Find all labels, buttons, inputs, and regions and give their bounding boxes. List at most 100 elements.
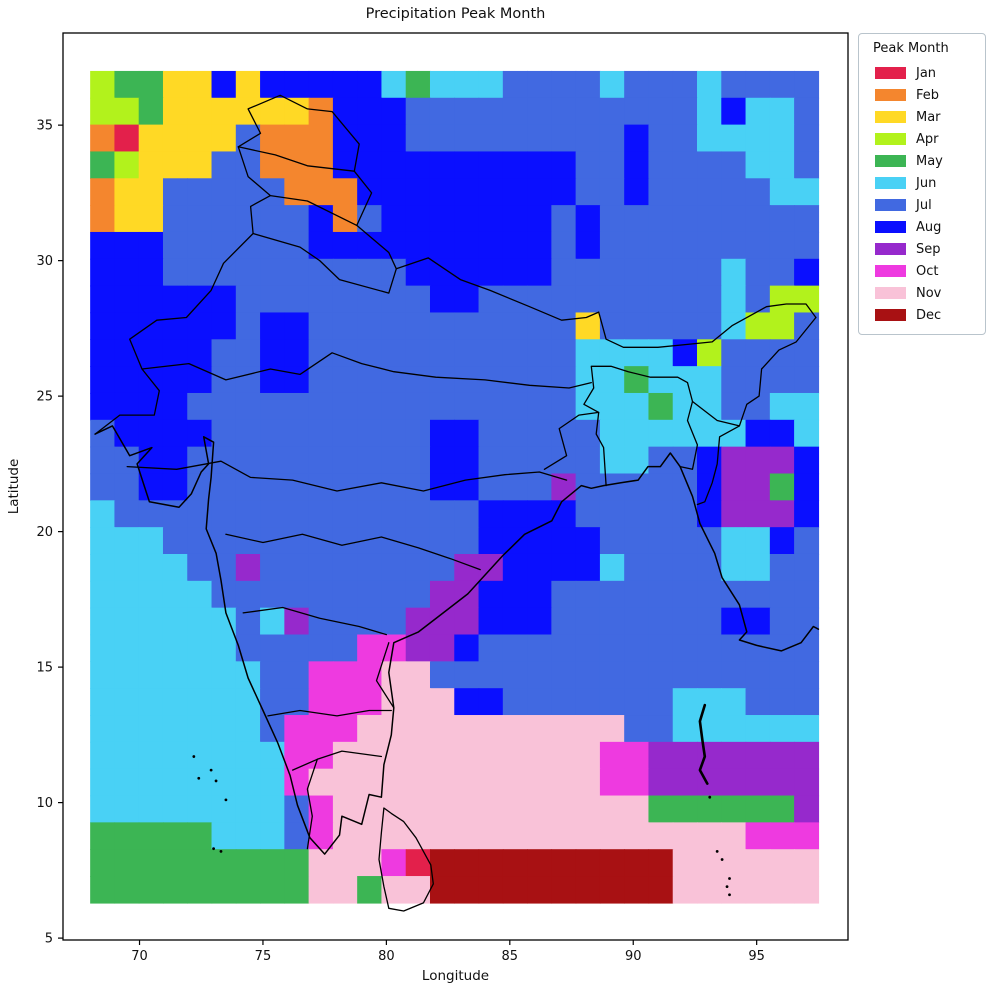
raster-cell <box>308 151 334 179</box>
state-border-path <box>583 365 699 487</box>
raster-cell <box>769 258 795 287</box>
raster-cell <box>284 473 310 502</box>
raster-cell <box>454 473 480 502</box>
raster-cell <box>624 795 650 824</box>
raster-cell <box>745 178 771 206</box>
raster-cell <box>527 741 553 770</box>
raster-cell <box>599 500 625 528</box>
raster-cell <box>235 258 261 287</box>
raster-cell <box>624 607 650 636</box>
raster-cell <box>260 607 286 636</box>
raster-cell <box>648 527 674 555</box>
raster-cell <box>697 178 722 206</box>
raster-cell <box>624 70 650 99</box>
legend-swatch-apr <box>875 133 906 145</box>
raster-cell <box>478 151 504 179</box>
raster-cell <box>551 258 577 287</box>
raster-cell <box>308 527 334 555</box>
raster-cell <box>769 688 795 716</box>
raster-cell <box>284 97 310 126</box>
legend-swatch-dec <box>875 309 906 321</box>
raster-cell <box>527 258 553 287</box>
raster-cell <box>332 527 358 555</box>
raster-cell <box>162 97 188 126</box>
raster-cell <box>162 634 188 663</box>
raster-cell <box>478 849 504 877</box>
raster-cell <box>429 97 455 126</box>
raster-cell <box>162 285 188 314</box>
raster-cell <box>794 285 820 314</box>
raster-cell <box>745 151 771 179</box>
raster-cell <box>235 70 261 99</box>
raster-cell <box>648 795 674 824</box>
raster-cell <box>308 446 334 475</box>
raster-cell <box>624 849 650 877</box>
state-border-path <box>252 232 397 294</box>
raster-cell <box>187 849 213 877</box>
raster-cell <box>599 473 625 502</box>
raster-cell <box>260 580 286 609</box>
raster-cell <box>114 715 140 743</box>
raster-cell <box>672 661 698 689</box>
raster-cell <box>138 473 164 502</box>
raster-cell <box>794 446 820 475</box>
raster-cell <box>478 688 504 716</box>
raster-cell <box>794 205 820 233</box>
raster-cell <box>478 822 504 850</box>
raster-cell <box>527 661 553 689</box>
legend-entry-oct: Oct <box>867 260 977 282</box>
raster-cell <box>162 849 188 877</box>
raster-cell <box>138 607 164 636</box>
axes-frame <box>62 32 849 941</box>
raster-cell <box>381 339 407 367</box>
raster-cell <box>235 795 261 824</box>
raster-cell <box>794 97 820 126</box>
raster-cell <box>162 768 188 797</box>
raster-cell <box>794 553 820 582</box>
raster-cell <box>575 822 601 850</box>
raster-cell <box>308 419 334 448</box>
raster-cell <box>478 419 504 448</box>
legend-entry-aug: Aug <box>867 216 977 238</box>
raster-cell <box>575 795 601 824</box>
raster-cell <box>357 366 383 394</box>
raster-cell <box>260 500 286 528</box>
raster-cell <box>478 178 504 206</box>
raster-cell <box>794 580 820 609</box>
raster-cell <box>308 205 334 233</box>
raster-cell <box>308 688 334 716</box>
raster-cell <box>672 607 698 636</box>
raster-cell <box>794 876 820 904</box>
raster-cell <box>260 205 286 233</box>
raster-cell <box>138 258 164 287</box>
raster-cell <box>90 849 116 877</box>
raster-cell <box>648 124 674 153</box>
raster-cell <box>187 70 213 99</box>
raster-cell <box>575 553 601 582</box>
raster-cell <box>697 473 722 502</box>
raster-cell <box>211 70 237 99</box>
raster-cell <box>357 70 383 99</box>
legend-label: Jun <box>916 175 937 191</box>
raster-cell <box>527 500 553 528</box>
raster-cell <box>308 715 334 743</box>
raster-cell <box>429 419 455 448</box>
raster-cell <box>308 607 334 636</box>
raster-cell <box>745 822 771 850</box>
raster-cell <box>357 876 383 904</box>
island-dot <box>192 755 196 758</box>
raster-cell <box>187 285 213 314</box>
raster-cell <box>211 500 237 528</box>
raster-cell <box>235 661 261 689</box>
raster-cell <box>769 231 795 260</box>
raster-cell <box>672 258 698 287</box>
raster-cell <box>90 580 116 609</box>
raster-cell <box>162 178 188 206</box>
raster-cell <box>672 849 698 877</box>
raster-cell <box>769 446 795 475</box>
raster-cell <box>211 446 237 475</box>
raster-cell <box>114 768 140 797</box>
raster-cell <box>769 97 795 126</box>
raster-cell <box>90 392 116 421</box>
raster-cell <box>672 741 698 770</box>
